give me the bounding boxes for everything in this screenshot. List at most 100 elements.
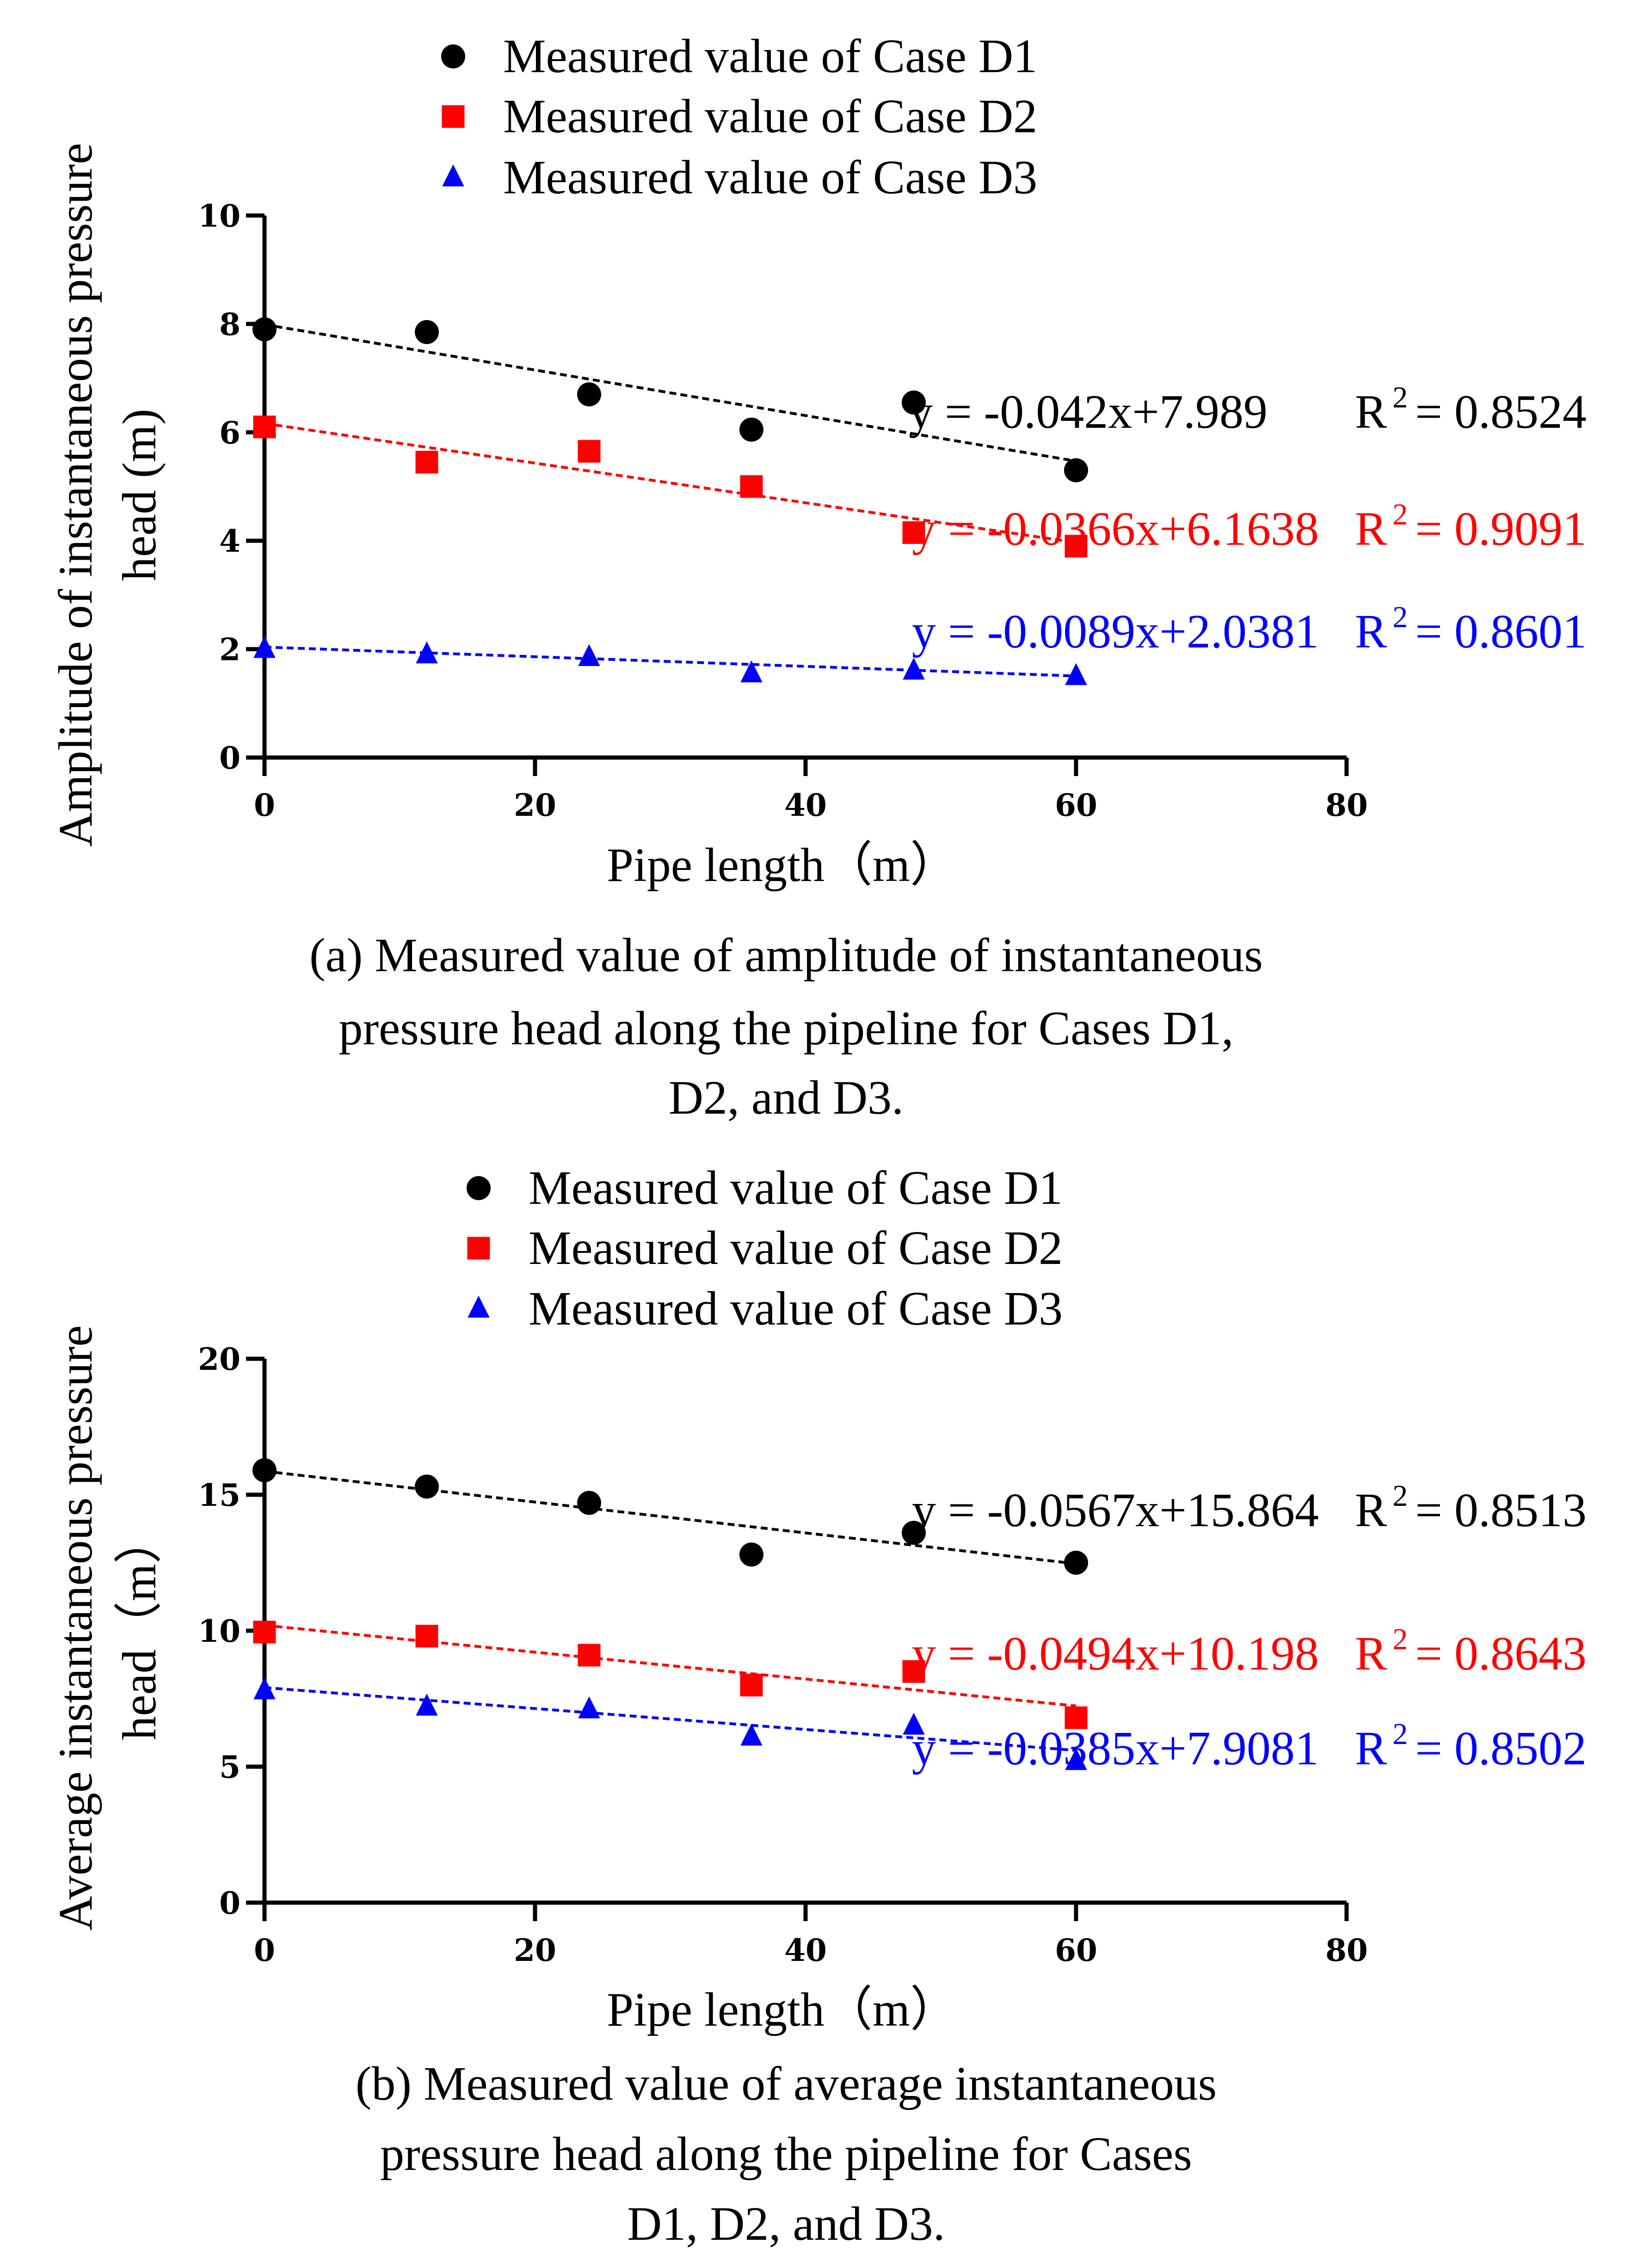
r-squared-value: = 0.8601 — [1415, 605, 1587, 658]
legend-marker — [442, 164, 464, 186]
r-squared-exponent: 2 — [1392, 1479, 1408, 1513]
data-point — [578, 644, 600, 666]
equation-label: y = -0.0089x+2.0381 — [912, 605, 1319, 658]
r-squared-label: R 2 = 0.8643 — [1355, 1622, 1587, 1680]
data-point — [253, 1677, 276, 1700]
x-tick-label: 20 — [514, 787, 556, 823]
y-tick-label: 0 — [219, 740, 240, 776]
data-point — [578, 1696, 600, 1719]
y-axis-label: head (m) — [113, 409, 166, 581]
legend-marker — [441, 44, 465, 68]
y-tick-label: 10 — [198, 198, 240, 234]
legend-label: Measured value of Case D3 — [529, 1282, 1063, 1335]
legend-marker — [468, 1295, 490, 1318]
data-point — [739, 417, 763, 442]
y-tick-label: 15 — [198, 1477, 240, 1513]
data-point — [415, 1625, 438, 1648]
x-tick-label: 60 — [1055, 1932, 1097, 1968]
r-squared-symbol: R — [1355, 1484, 1387, 1537]
series-3 — [253, 636, 1087, 685]
data-point — [902, 390, 926, 415]
equation-label: y = -0.0494x+10.198 — [912, 1627, 1319, 1680]
data-point — [902, 521, 925, 544]
y-axis-label: Amplitude of instantaneous pressure — [49, 143, 102, 847]
legend-label: Measured value of Case D2 — [503, 90, 1037, 143]
x-axis-label: Pipe length（m） — [607, 838, 958, 892]
y-axis-label: Average instantaneous pressure — [49, 1325, 102, 1930]
y-tick-label: 0 — [219, 1885, 240, 1921]
equation-label: y = -0.0366x+6.1638 — [912, 502, 1319, 555]
equation-label: y = -0.0567x+15.864 — [912, 1484, 1319, 1537]
series-2 — [253, 1621, 1088, 1729]
r-squared-exponent: 2 — [1392, 498, 1408, 531]
r-squared-value: = 0.9091 — [1415, 502, 1587, 555]
data-point — [577, 382, 601, 407]
y-tick-label: 20 — [198, 1341, 240, 1377]
r-squared-symbol: R — [1355, 605, 1387, 658]
r-squared-label: R 2 = 0.8524 — [1355, 381, 1587, 438]
caption-line: (b) Measured value of average instantane… — [356, 2057, 1217, 2110]
r-squared-value: = 0.8502 — [1415, 1722, 1587, 1775]
legend-label: Measured value of Case D1 — [529, 1161, 1063, 1214]
data-point — [902, 1521, 926, 1545]
data-point — [739, 1542, 763, 1567]
legend-label: Measured value of Case D1 — [503, 30, 1037, 83]
trendline — [264, 323, 1077, 462]
y-tick-label: 2 — [219, 632, 240, 668]
legend-label: Measured value of Case D2 — [529, 1221, 1063, 1275]
x-tick-label: 40 — [784, 787, 827, 823]
legend-marker — [442, 105, 465, 128]
series-1 — [252, 317, 1088, 482]
data-point — [1064, 1551, 1088, 1575]
x-tick-label: 0 — [254, 787, 275, 823]
data-point — [740, 660, 763, 683]
data-point — [253, 1621, 276, 1644]
y-tick-label: 5 — [219, 1749, 240, 1785]
x-tick-label: 0 — [254, 1932, 275, 1968]
r-squared-exponent: 2 — [1392, 600, 1408, 634]
data-point — [578, 440, 601, 463]
y-tick-label: 4 — [219, 523, 240, 559]
trendline — [264, 422, 1077, 544]
r-squared-exponent: 2 — [1392, 381, 1408, 414]
r-squared-symbol: R — [1355, 502, 1387, 555]
r-squared-value: = 0.8513 — [1415, 1484, 1587, 1537]
data-point — [416, 1694, 438, 1716]
y-tick-label: 10 — [198, 1613, 240, 1649]
data-point — [253, 636, 276, 658]
panel-a: 0 2 4 6 8 10 0 20 40 60 80 Pipe length（m） Amplitude … — [49, 30, 1587, 1124]
data-point — [1065, 1748, 1087, 1770]
series-1 — [252, 1458, 1088, 1575]
r-squared-label: R 2 = 0.8513 — [1355, 1479, 1587, 1537]
data-point — [415, 320, 439, 344]
r-squared-label: R 2 = 0.8601 — [1355, 600, 1587, 658]
caption-line: D1, D2, and D3. — [627, 2197, 945, 2250]
caption-line: pressure head along the pipeline for Cas… — [339, 1002, 1234, 1055]
r-squared-exponent: 2 — [1392, 1717, 1408, 1751]
r-squared-label: R 2 = 0.9091 — [1355, 498, 1587, 555]
caption-line: D2, and D3. — [669, 1071, 904, 1124]
legend-label: Measured value of Case D3 — [503, 151, 1037, 204]
r-squared-symbol: R — [1355, 385, 1387, 438]
y-tick-label: 6 — [219, 415, 240, 451]
r-squared-symbol: R — [1355, 1722, 1387, 1775]
x-tick-label: 40 — [784, 1932, 827, 1968]
x-tick-label: 60 — [1055, 787, 1097, 823]
r-squared-value: = 0.8643 — [1415, 1627, 1587, 1680]
x-tick-label: 80 — [1325, 787, 1368, 823]
trendline — [264, 1686, 1077, 1752]
series-3 — [253, 1677, 1087, 1770]
data-point — [1064, 1706, 1088, 1729]
data-point — [577, 1491, 601, 1515]
y-tick-label: 8 — [219, 306, 240, 342]
y-axis-label: head（m） — [113, 1516, 166, 1740]
data-point — [1064, 535, 1088, 558]
r-squared-exponent: 2 — [1392, 1622, 1408, 1656]
data-point — [740, 475, 763, 498]
x-tick-label: 20 — [514, 1932, 556, 1968]
data-point — [252, 1458, 277, 1483]
equation-label: y = -0.042x+7.989 — [909, 385, 1268, 438]
legend-marker — [467, 1237, 490, 1260]
r-squared-symbol: R — [1355, 1627, 1387, 1680]
